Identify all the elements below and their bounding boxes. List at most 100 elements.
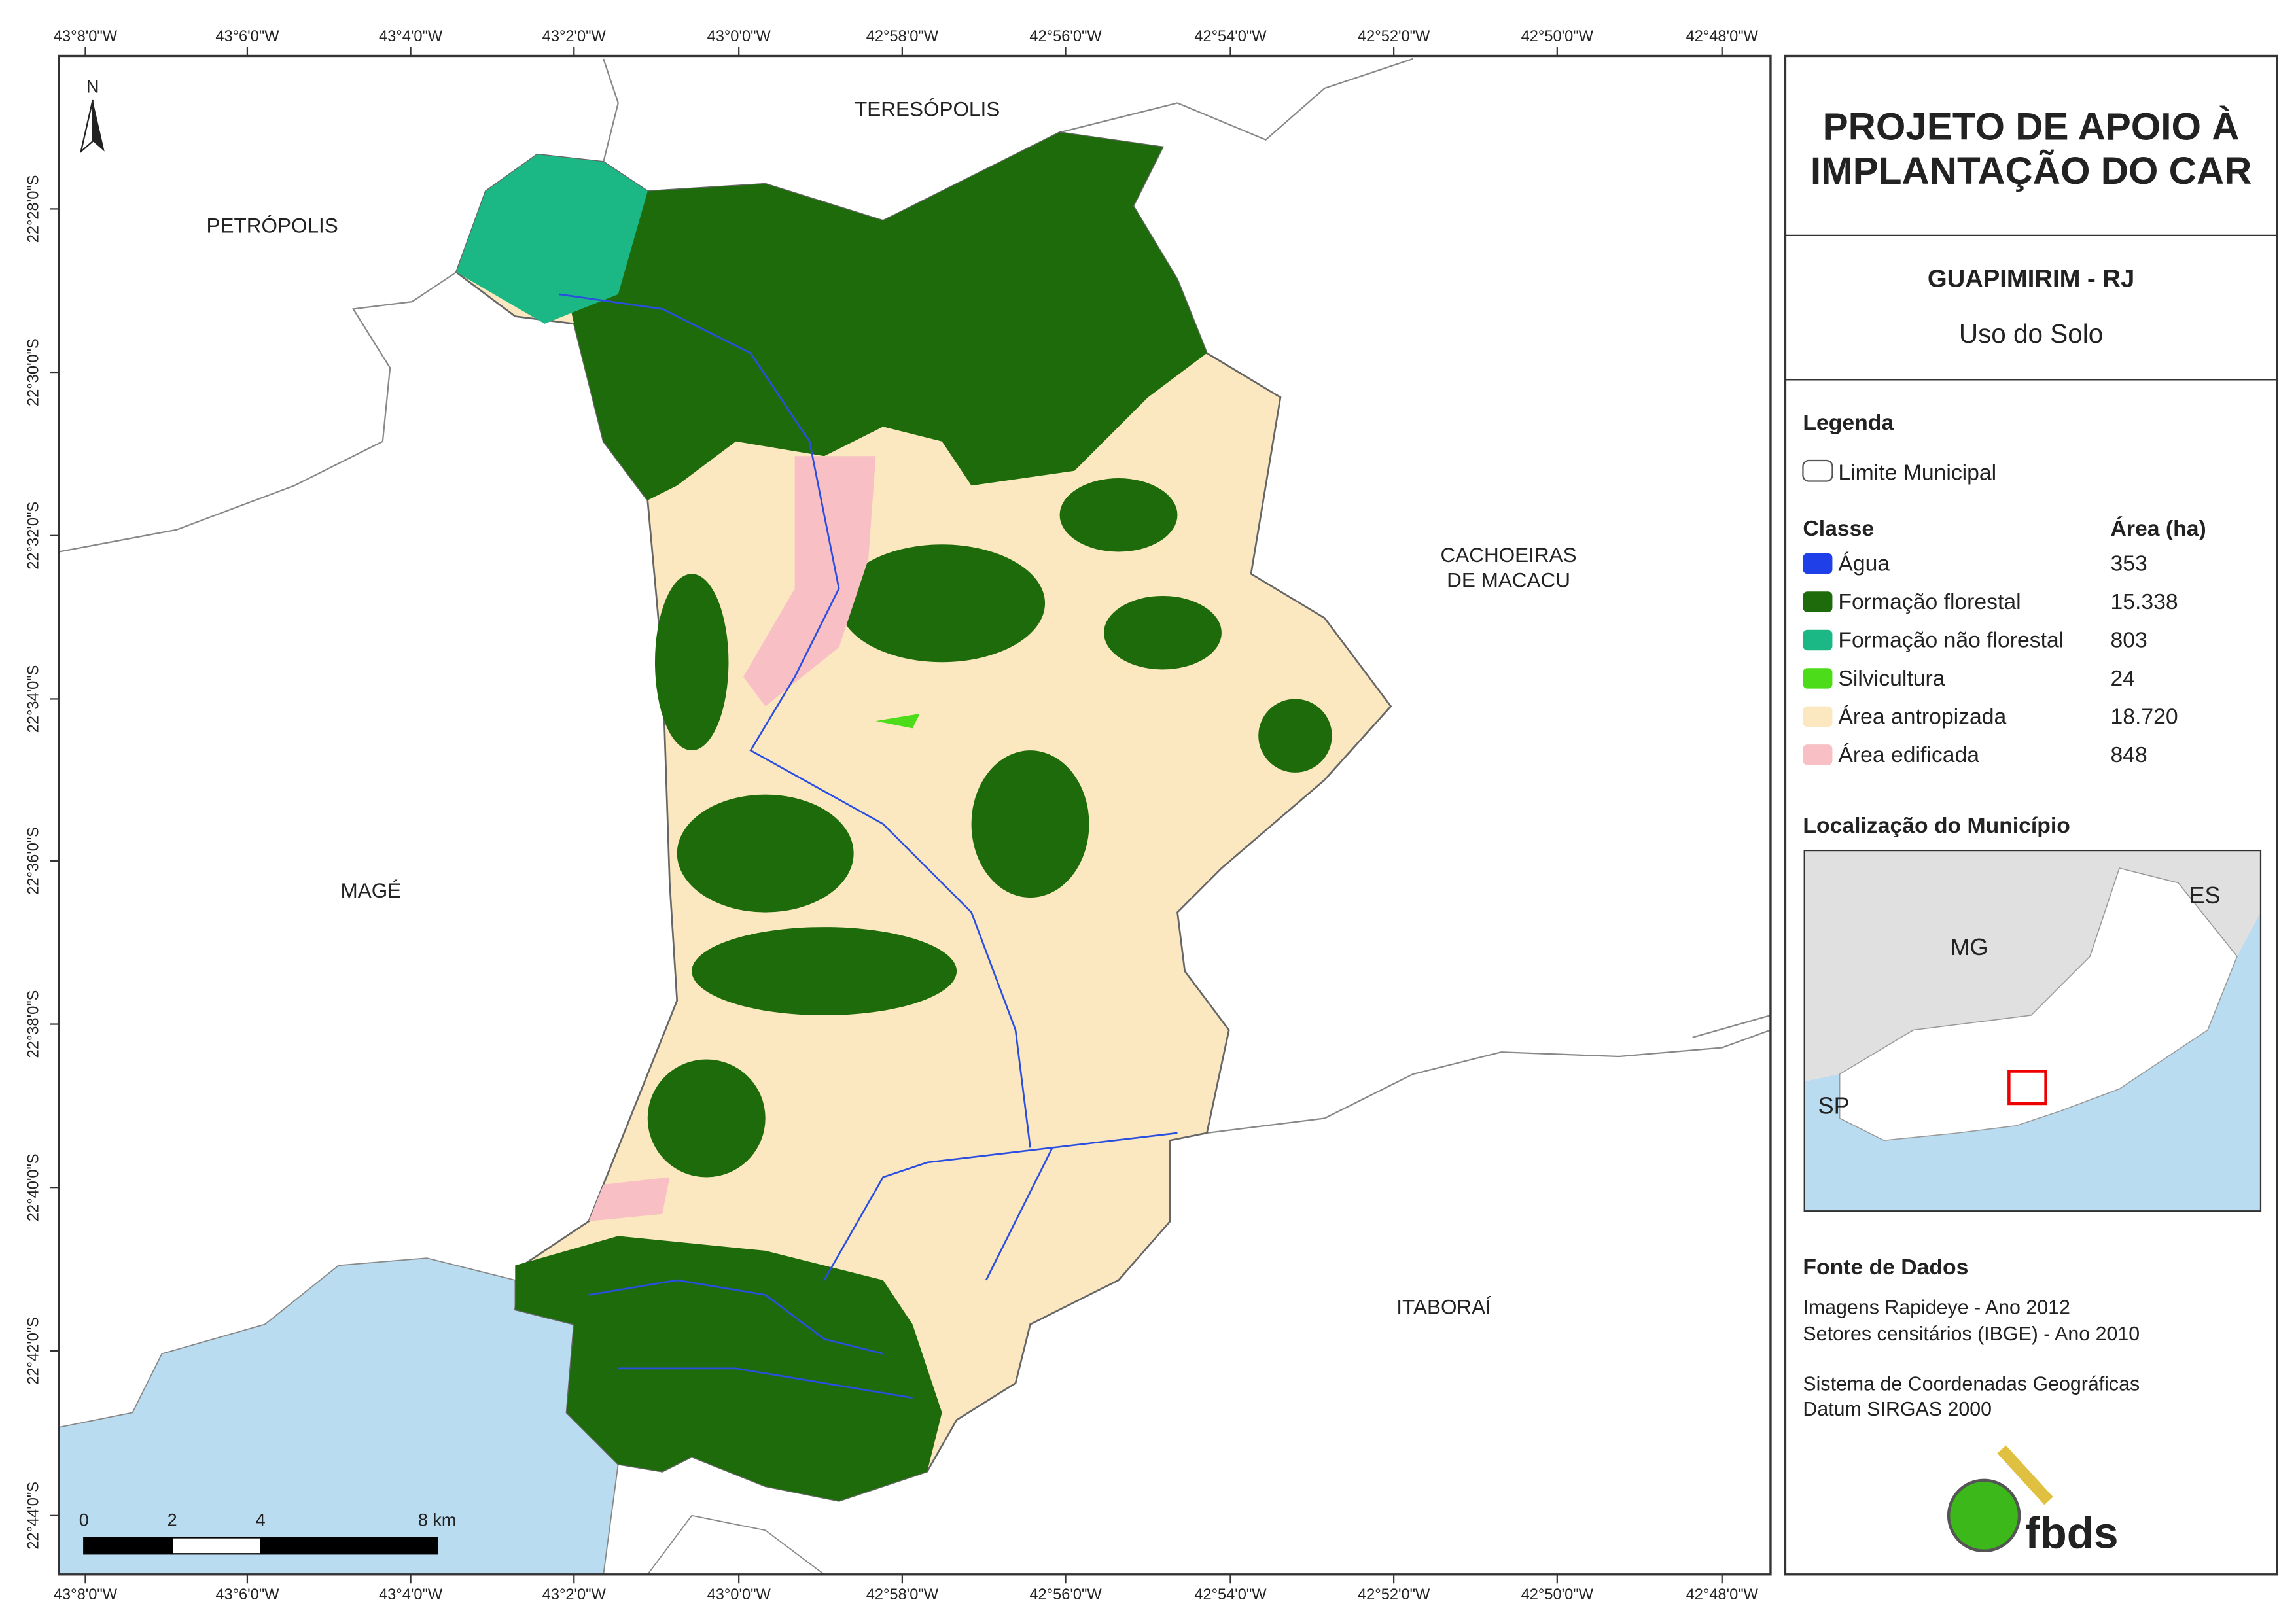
- class-header: Classe: [1803, 516, 1874, 541]
- lon-tick-label: 42°58'0"W: [866, 1586, 939, 1603]
- lon-tick-label: 42°52'0"W: [1358, 28, 1430, 45]
- location-title: Localização do Município: [1803, 813, 2070, 838]
- inset-map: [1803, 849, 2262, 1212]
- lon-tick-label: 42°52'0"W: [1358, 1586, 1430, 1603]
- legend-swatch: [1803, 706, 1833, 727]
- inset-locator: [2007, 1070, 2047, 1106]
- class-name: Área antropizada: [1838, 705, 2006, 729]
- logo-text: fbds: [2025, 1509, 2118, 1558]
- legend-title: Legenda: [1803, 410, 1894, 435]
- lon-tick-label: 43°2'0"W: [542, 28, 607, 45]
- silviculture: [875, 713, 920, 729]
- inset-frame: [1803, 849, 2262, 1212]
- boundary-line: [1692, 1014, 1771, 1038]
- lon-tick-label: 43°6'0"W: [215, 28, 279, 45]
- scale-label: 8 km: [418, 1510, 456, 1530]
- scale-segment: [83, 1537, 173, 1555]
- sources-title: Fonte de Dados: [1803, 1255, 1968, 1280]
- lat-tick-label: 22°36'0"S: [26, 827, 43, 895]
- lon-tick-label: 43°6'0"W: [215, 1586, 279, 1603]
- forest-patch: [537, 132, 1207, 500]
- river: [559, 293, 1031, 1148]
- boundary-line: [1059, 58, 1413, 141]
- map-frame-content: [58, 58, 1771, 1575]
- river: [588, 1279, 913, 1399]
- scale-label: 4: [256, 1510, 266, 1530]
- lon-tick-label: 43°0'0"W: [707, 1586, 771, 1603]
- forest-patch: [654, 574, 729, 751]
- lon-tick-label: 42°58'0"W: [866, 28, 939, 45]
- lat-tick-label: 22°28'0"S: [26, 175, 43, 243]
- class-name: Água: [1838, 551, 1890, 576]
- lon-tick-label: 42°54'0"W: [1194, 28, 1267, 45]
- scale-segment: [260, 1537, 438, 1555]
- forest-patch: [692, 927, 957, 1016]
- class-area: 803: [2111, 628, 2147, 653]
- class-area: 353: [2111, 551, 2147, 576]
- lon-tick-label: 43°8'0"W: [54, 28, 118, 45]
- municipal-boundaries: [58, 58, 1771, 1134]
- inset-label: ES: [2189, 882, 2221, 909]
- lat-tick-label: 22°40'0"S: [26, 1153, 43, 1221]
- lat-tick-label: 22°44'0"S: [26, 1482, 43, 1550]
- logo-bar: [1997, 1445, 2053, 1505]
- built-area: [743, 456, 876, 707]
- lon-tick-label: 43°0'0"W: [707, 28, 771, 45]
- rivers: [559, 293, 1178, 1399]
- boundary-line: [58, 271, 457, 553]
- scale-segment: [171, 1537, 262, 1555]
- legend-swatch: [1803, 553, 1833, 574]
- map-frame: [58, 54, 1772, 1576]
- class-name: Área edificada: [1838, 742, 1979, 767]
- north-arrow: [79, 99, 105, 154]
- logo: [1947, 1445, 2053, 1553]
- class-area: 848: [2111, 742, 2147, 767]
- lon-tick-label: 43°8'0"W: [54, 1586, 118, 1603]
- boundary-line: [1207, 1029, 1771, 1134]
- place-label: DE MACACU: [1447, 568, 1570, 591]
- lon-tick-label: 43°2'0"W: [542, 1586, 607, 1603]
- scale-label: 2: [168, 1510, 177, 1530]
- forest-patch: [1059, 478, 1178, 552]
- forest: [515, 132, 1332, 1501]
- forest-patch: [677, 794, 854, 913]
- class-area: 24: [2111, 666, 2136, 691]
- lon-tick-label: 42°48'0"W: [1686, 28, 1759, 45]
- scale-label: 0: [79, 1510, 89, 1530]
- non-forest-formation: [456, 154, 648, 324]
- legend-swatch: [1803, 591, 1833, 612]
- forest-patch: [839, 544, 1046, 663]
- lat-tick-label: 22°42'0"S: [26, 1317, 43, 1385]
- source-line: Datum SIRGAS 2000: [1803, 1399, 1992, 1420]
- class-name: Formação não florestal: [1838, 628, 2064, 653]
- lon-tick-label: 43°4'0"W: [379, 1586, 443, 1603]
- source-line: Sistema de Coordenadas Geográficas: [1803, 1374, 2140, 1395]
- lon-tick-label: 42°50'0"W: [1521, 28, 1594, 45]
- forest-patch: [1258, 699, 1332, 773]
- lon-tick-label: 42°56'0"W: [1029, 1586, 1102, 1603]
- class-area: 18.720: [2111, 705, 2178, 729]
- forest-patch: [1104, 595, 1222, 670]
- boundary-line: [603, 58, 619, 162]
- source-line: Imagens Rapideye - Ano 2012: [1803, 1297, 2070, 1319]
- lon-tick-label: 42°56'0"W: [1029, 28, 1102, 45]
- forest-patch: [971, 750, 1089, 898]
- source-line: Setores censitários (IBGE) - Ano 2010: [1803, 1323, 2140, 1345]
- class-name: Silvicultura: [1838, 666, 1945, 691]
- inset-rj: [1839, 867, 2238, 1142]
- logo-circle: [1947, 1478, 2021, 1553]
- place-label: TERESÓPOLIS: [855, 97, 1000, 121]
- legend-swatch: [1803, 744, 1833, 765]
- place-label: ITABORAÍ: [1396, 1295, 1491, 1319]
- lon-tick-label: 42°54'0"W: [1194, 1586, 1267, 1603]
- lon-tick-label: 43°4'0"W: [379, 28, 443, 45]
- built-area: [588, 1177, 670, 1221]
- lat-tick-label: 22°32'0"S: [26, 502, 43, 570]
- north-label: N: [86, 77, 99, 97]
- lat-tick-label: 22°34'0"S: [26, 665, 43, 733]
- panel-title: PROJETO DE APOIO À: [1823, 105, 2240, 148]
- class-area: 15.338: [2111, 589, 2178, 614]
- river: [985, 1147, 1053, 1281]
